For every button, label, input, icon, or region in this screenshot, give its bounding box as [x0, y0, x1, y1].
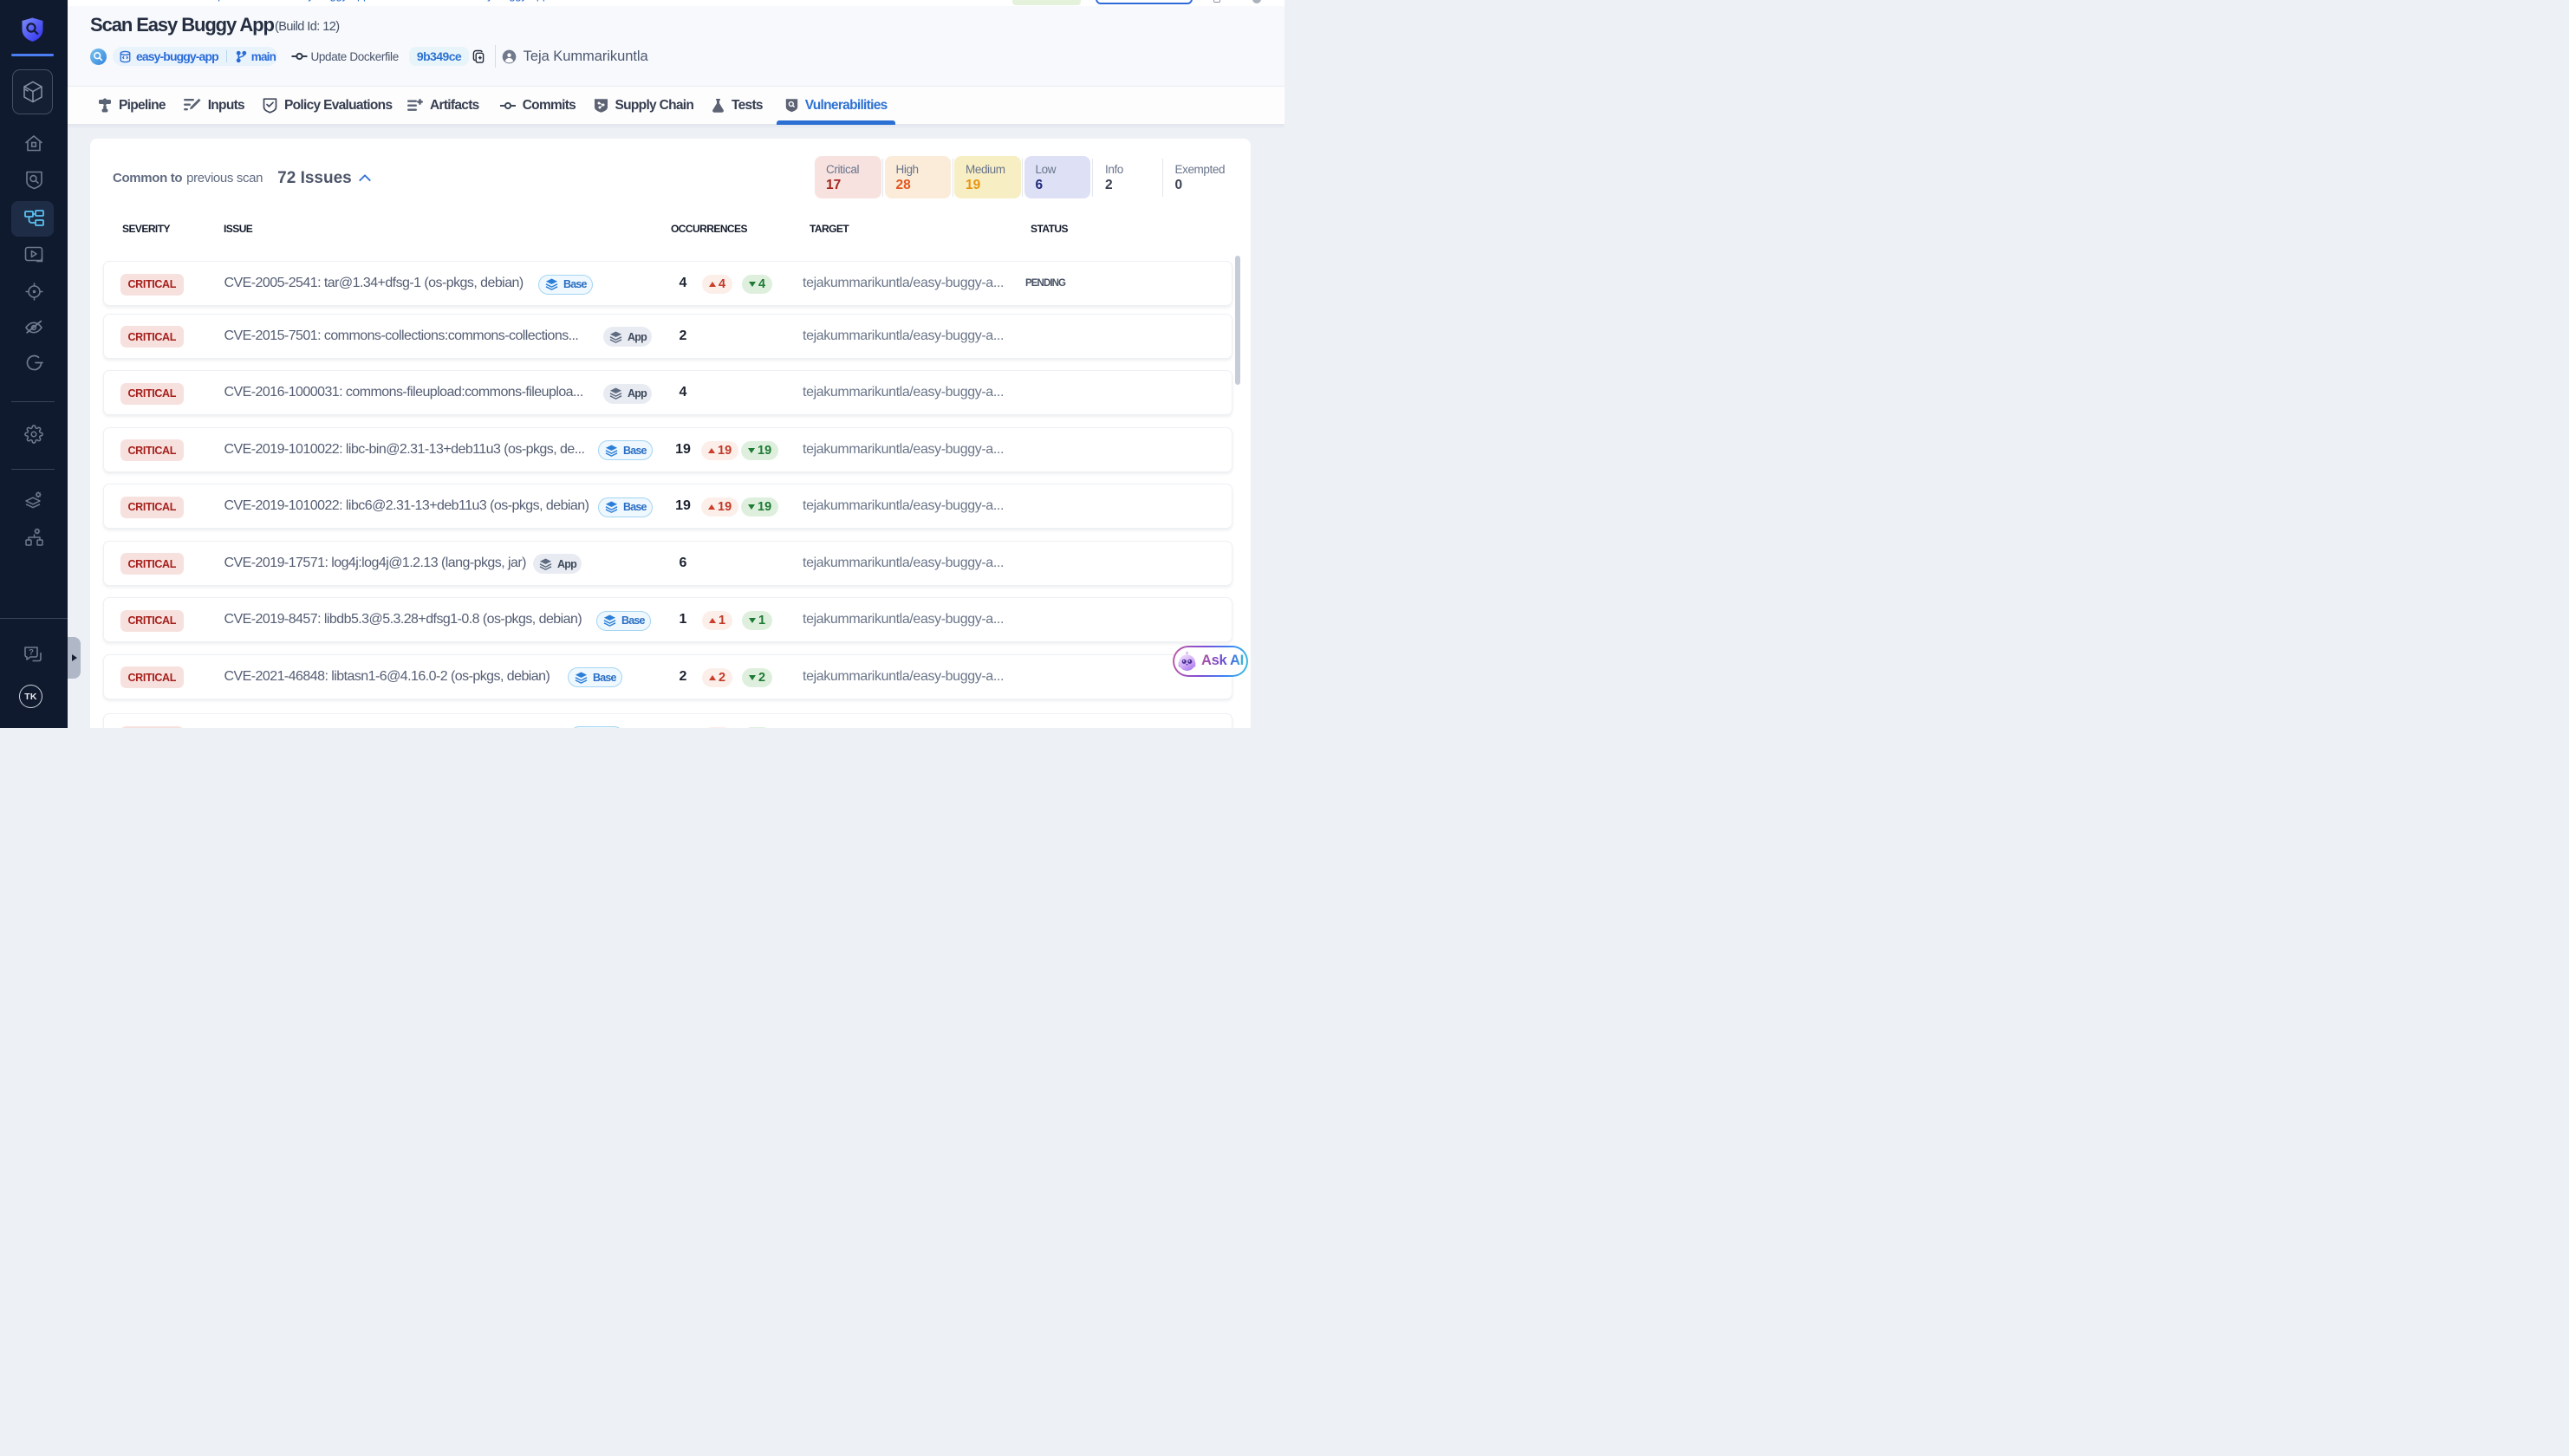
svg-text:?: ? [29, 648, 34, 658]
